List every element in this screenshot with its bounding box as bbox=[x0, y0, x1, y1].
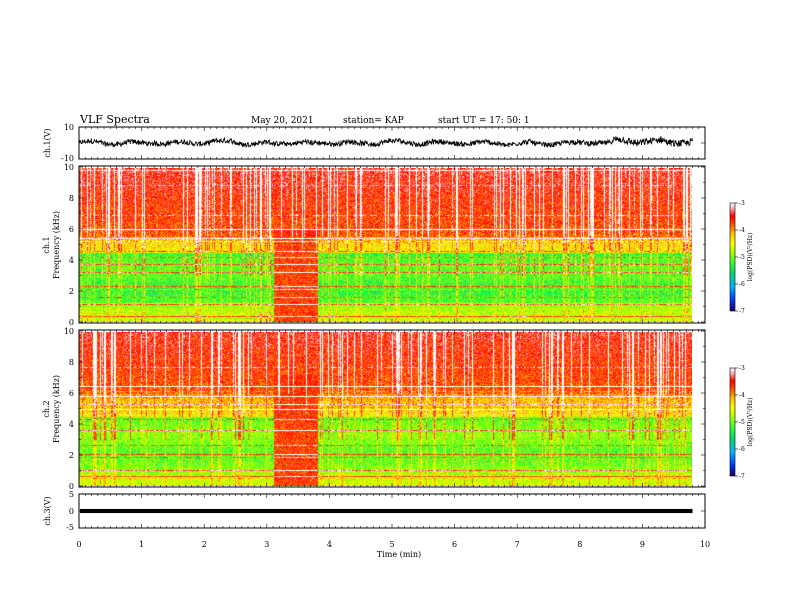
x-axis-tick-label: 6 bbox=[452, 540, 457, 549]
x-axis-tick-label: 1 bbox=[139, 540, 144, 549]
colorbar-tick-label: -7 bbox=[739, 308, 745, 315]
x-axis-tick-label: 4 bbox=[327, 540, 332, 549]
ch3-waveform-panel: 5 0 -5 ch.3(V) bbox=[43, 490, 706, 532]
colorbar-tick-label: -6 bbox=[739, 446, 745, 453]
ch2-spectrogram-ytick-label: 0 bbox=[69, 482, 74, 491]
ch1-spectrogram-ylabel-line1: ch.1 bbox=[42, 236, 51, 253]
ch3-waveform-ylabel: ch.3(V) bbox=[43, 496, 52, 525]
ch1-waveform-ticks bbox=[78, 126, 706, 160]
ch1-colorbar-gradient bbox=[729, 202, 736, 312]
ch1-colorbar: -3 -4 -5 -6 -7 log(PSD)(V²/Hz) bbox=[729, 200, 754, 315]
start-time-label: start UT = 17: 50: 1 bbox=[438, 116, 530, 126]
ch1-ytick-bottom: -10 bbox=[61, 154, 74, 163]
x-axis-tick-label: 2 bbox=[202, 540, 207, 549]
x-axis-tick-label: 5 bbox=[389, 540, 394, 549]
ch1-spectrogram-ytick-label: 8 bbox=[69, 194, 74, 203]
colorbar-tick-label: -4 bbox=[739, 392, 745, 399]
ch3-ytick-middle: 0 bbox=[69, 507, 74, 516]
colorbar-tick-label: -3 bbox=[739, 200, 745, 207]
colorbar-tick-label: -6 bbox=[739, 281, 745, 288]
station-label: station= KAP bbox=[343, 116, 404, 126]
ch1-ytick-top: 10 bbox=[64, 123, 74, 132]
ch2-spectrogram-ytick-label: 4 bbox=[69, 420, 74, 429]
x-axis-tick-labels: 0 1 2 3 4 5 6 7 8 9 10 bbox=[76, 540, 710, 549]
ch1-spectrogram-ytick-label: 6 bbox=[69, 225, 74, 234]
ch1-colorbar-ticks: -3 -4 -5 -6 -7 bbox=[735, 200, 745, 315]
x-axis-tick-label: 0 bbox=[76, 540, 81, 549]
x-axis-label: Time (min) bbox=[377, 550, 421, 559]
ch1-spectrogram-ytick-label: 2 bbox=[69, 287, 74, 296]
ch2-spectrogram-ticks: 0 2 4 6 8 10 bbox=[64, 327, 706, 491]
ch1-spectrogram-ylabel-line2: Frequency (kHz) bbox=[52, 211, 61, 279]
x-axis-tick-label: 8 bbox=[577, 540, 582, 549]
ch1-spectrogram-panel: 0 2 4 6 8 10 ch.1 Frequency (kHz) bbox=[42, 163, 706, 327]
date-label: May 20, 2021 bbox=[251, 116, 314, 126]
ch2-spectrogram-ylabel-line2: Frequency (kHz) bbox=[52, 375, 61, 443]
colorbar-tick-label: -7 bbox=[739, 473, 745, 480]
x-axis-tick-label: 7 bbox=[515, 540, 520, 549]
colorbar-tick-label: -5 bbox=[739, 419, 745, 426]
x-axis-tick-label: 10 bbox=[700, 540, 710, 549]
ch2-spectrogram-image bbox=[79, 332, 692, 486]
ch1-waveform-trace bbox=[78, 136, 693, 149]
ch1-spectrogram-ytick-label: 10 bbox=[64, 163, 74, 172]
ch1-spectrogram-image bbox=[79, 168, 692, 322]
ch2-spectrogram-ytick-label: 6 bbox=[69, 389, 74, 398]
ch1-spectrogram-ytick-label: 4 bbox=[69, 256, 74, 265]
ch2-colorbar-label: log(PSD)(V²/Hz) bbox=[747, 398, 754, 447]
ch2-colorbar-gradient bbox=[729, 367, 736, 477]
ch3-waveform-ticks bbox=[78, 493, 706, 529]
colorbar-tick-label: -3 bbox=[739, 365, 745, 372]
ch2-spectrogram-panel: 0 2 4 6 8 10 ch.2 Frequency (kHz) bbox=[42, 327, 706, 491]
colorbar-tick-label: -5 bbox=[739, 254, 745, 261]
ch1-waveform-panel: 10 -10 ch.1(V) bbox=[43, 123, 706, 163]
ch3-waveform-band bbox=[80, 508, 693, 514]
ch2-spectrogram-ytick-label: 2 bbox=[69, 451, 74, 460]
ch2-spectrogram-ytick-label: 10 bbox=[64, 327, 74, 336]
colorbar-tick-label: -4 bbox=[739, 227, 745, 234]
ch1-spectrogram-ytick-label: 0 bbox=[69, 318, 74, 327]
ch1-waveform-line bbox=[78, 136, 693, 149]
ch2-spectrogram-ylabel-line1: ch.2 bbox=[42, 400, 51, 417]
x-axis-tick-label: 9 bbox=[640, 540, 645, 549]
ch3-ytick-top: 5 bbox=[69, 490, 74, 499]
ch2-colorbar-ticks: -3 -4 -5 -6 -7 bbox=[735, 365, 745, 480]
figure-title: VLF Spectra bbox=[79, 113, 150, 126]
ch1-waveform-ylabel: ch.1(V) bbox=[43, 128, 52, 157]
x-axis-tick-label: 3 bbox=[264, 540, 269, 549]
ch1-spectrogram-ticks: 0 2 4 6 8 10 bbox=[64, 163, 706, 327]
ch1-colorbar-label: log(PSD)(V²/Hz) bbox=[747, 233, 754, 282]
ch2-spectrogram-ytick-label: 8 bbox=[69, 358, 74, 367]
ch2-colorbar: -3 -4 -5 -6 -7 log(PSD)(V²/Hz) bbox=[729, 365, 754, 480]
ch3-ytick-bottom: -5 bbox=[66, 523, 74, 532]
